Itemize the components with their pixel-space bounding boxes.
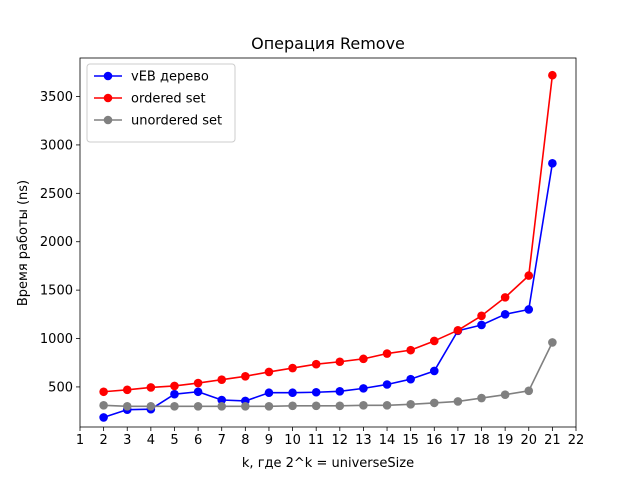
data-point — [99, 401, 108, 410]
data-point — [382, 380, 392, 389]
x-tick-label: 7 — [218, 433, 226, 448]
data-point — [241, 401, 250, 411]
data-point — [193, 401, 203, 411]
data-point — [170, 381, 179, 391]
chart-title: Операция Remove — [251, 34, 405, 53]
legend-label-0: vEB дерево — [131, 70, 209, 85]
x-tick-label: 16 — [426, 433, 443, 448]
y-tick-label: 2500 — [40, 187, 73, 202]
x-tick-label: 10 — [284, 433, 301, 448]
x-tick-label: 3 — [123, 433, 131, 448]
data-point — [288, 388, 297, 398]
data-point — [477, 320, 486, 330]
data-point — [548, 338, 557, 347]
x-tick-label: 9 — [265, 433, 273, 448]
data-point — [335, 401, 345, 411]
data-point — [548, 70, 557, 80]
x-tick-label: 8 — [241, 433, 249, 448]
y-tick-label: 3000 — [40, 138, 73, 153]
data-point — [264, 367, 274, 377]
x-tick-label: 18 — [473, 433, 490, 448]
data-point — [500, 390, 510, 399]
data-point — [429, 336, 439, 346]
data-point — [311, 359, 321, 369]
x-tick-label: 14 — [379, 433, 396, 448]
data-point — [335, 357, 345, 367]
x-tick-label: 12 — [332, 433, 349, 448]
data-point — [146, 401, 156, 411]
data-point — [500, 310, 510, 319]
data-point — [524, 305, 534, 314]
x-tick-label: 6 — [194, 433, 202, 448]
data-point — [359, 354, 368, 364]
data-point — [500, 293, 510, 302]
x-tick-label: 21 — [544, 433, 561, 448]
data-point — [453, 325, 463, 335]
data-point — [406, 400, 415, 409]
x-tick-label: 4 — [147, 433, 155, 448]
x-tick-label: 22 — [568, 433, 585, 448]
x-axis-title: k, где 2^k = universeSize — [242, 456, 414, 471]
y-tick-label: 3500 — [40, 90, 73, 105]
y-tick-label: 1500 — [40, 284, 73, 299]
x-tick-label: 17 — [450, 433, 467, 448]
x-tick-label: 5 — [170, 433, 178, 448]
data-point — [382, 401, 392, 410]
data-point — [311, 387, 321, 397]
data-point — [217, 375, 227, 384]
data-point — [193, 387, 203, 397]
legend-box — [86, 63, 236, 143]
data-point — [193, 378, 203, 388]
data-point — [548, 159, 557, 168]
y-tick-label: 500 — [48, 380, 73, 395]
data-point — [524, 271, 534, 280]
data-point — [311, 401, 321, 411]
legend-label-1: ordered set — [131, 92, 206, 107]
data-point — [146, 383, 156, 392]
axes-frame — [79, 57, 577, 428]
data-point — [241, 371, 250, 381]
x-tick-label: 2 — [99, 433, 107, 448]
legend-marker-0 — [103, 71, 113, 81]
legend: vEB дерево ordered set unordered set — [86, 63, 236, 143]
data-point — [453, 397, 463, 406]
y-tick-label: 2000 — [40, 235, 73, 250]
data-point — [382, 349, 392, 358]
data-point — [406, 345, 415, 355]
data-point — [429, 366, 439, 376]
x-tick-label: 19 — [497, 433, 514, 448]
data-point — [122, 385, 132, 395]
data-point — [99, 413, 108, 422]
data-point — [217, 401, 227, 411]
legend-marker-2 — [103, 115, 113, 125]
data-point — [477, 393, 486, 403]
data-point — [524, 386, 534, 396]
data-point — [264, 401, 274, 411]
y-tick-label: 1000 — [40, 332, 73, 347]
x-tick-label: 15 — [402, 433, 419, 448]
data-point — [359, 401, 368, 410]
data-point — [335, 386, 345, 396]
data-point — [122, 401, 132, 411]
data-point — [288, 401, 297, 411]
x-tick-label: 20 — [520, 433, 537, 448]
data-point — [477, 311, 486, 321]
x-tick-label: 11 — [308, 433, 325, 448]
legend-label-2: unordered set — [131, 114, 222, 129]
data-point — [99, 387, 108, 397]
data-point — [170, 389, 179, 399]
data-point — [170, 401, 179, 411]
data-point — [264, 388, 274, 398]
x-tick-label: 13 — [355, 433, 372, 448]
data-point — [217, 395, 227, 405]
data-point — [288, 363, 297, 373]
data-point — [429, 398, 439, 408]
data-point — [359, 384, 368, 393]
plot-area: 1 2 3 4 5 6 7 8 9 10 11 12 13 14 15 16 17 18 19 20 21 2250010… — [40, 57, 585, 448]
y-axis-title: Время работы (ns) — [16, 180, 31, 306]
legend-marker-1 — [103, 93, 113, 103]
data-point — [406, 374, 415, 384]
x-tick-label: 1 — [76, 433, 84, 448]
